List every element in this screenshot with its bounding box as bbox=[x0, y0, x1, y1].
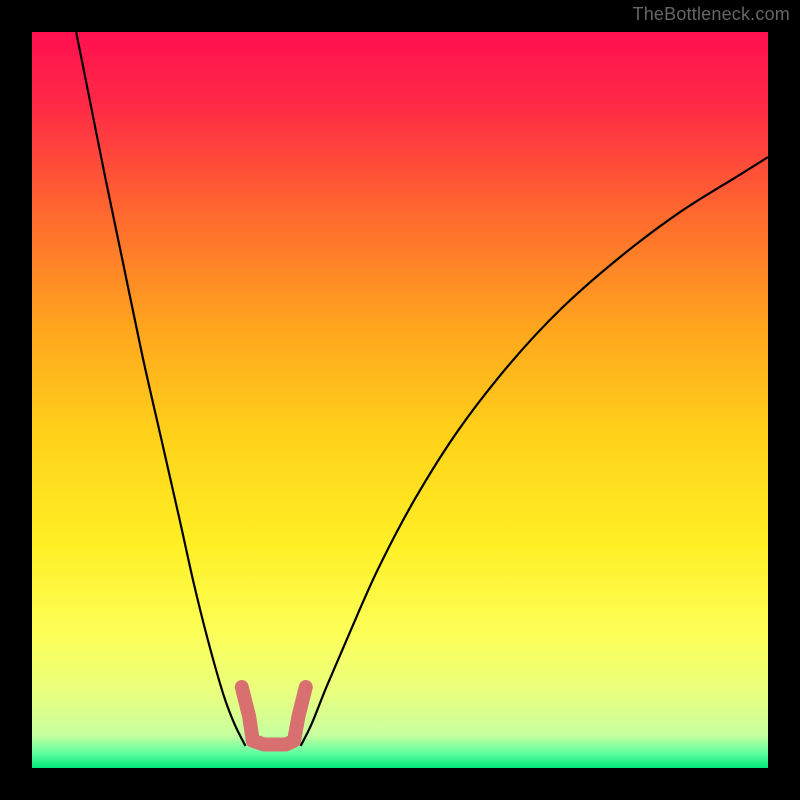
chart-svg bbox=[32, 32, 768, 768]
watermark-text: TheBottleneck.com bbox=[633, 4, 790, 25]
gradient-background bbox=[32, 32, 768, 768]
bottleneck-chart bbox=[32, 32, 768, 768]
